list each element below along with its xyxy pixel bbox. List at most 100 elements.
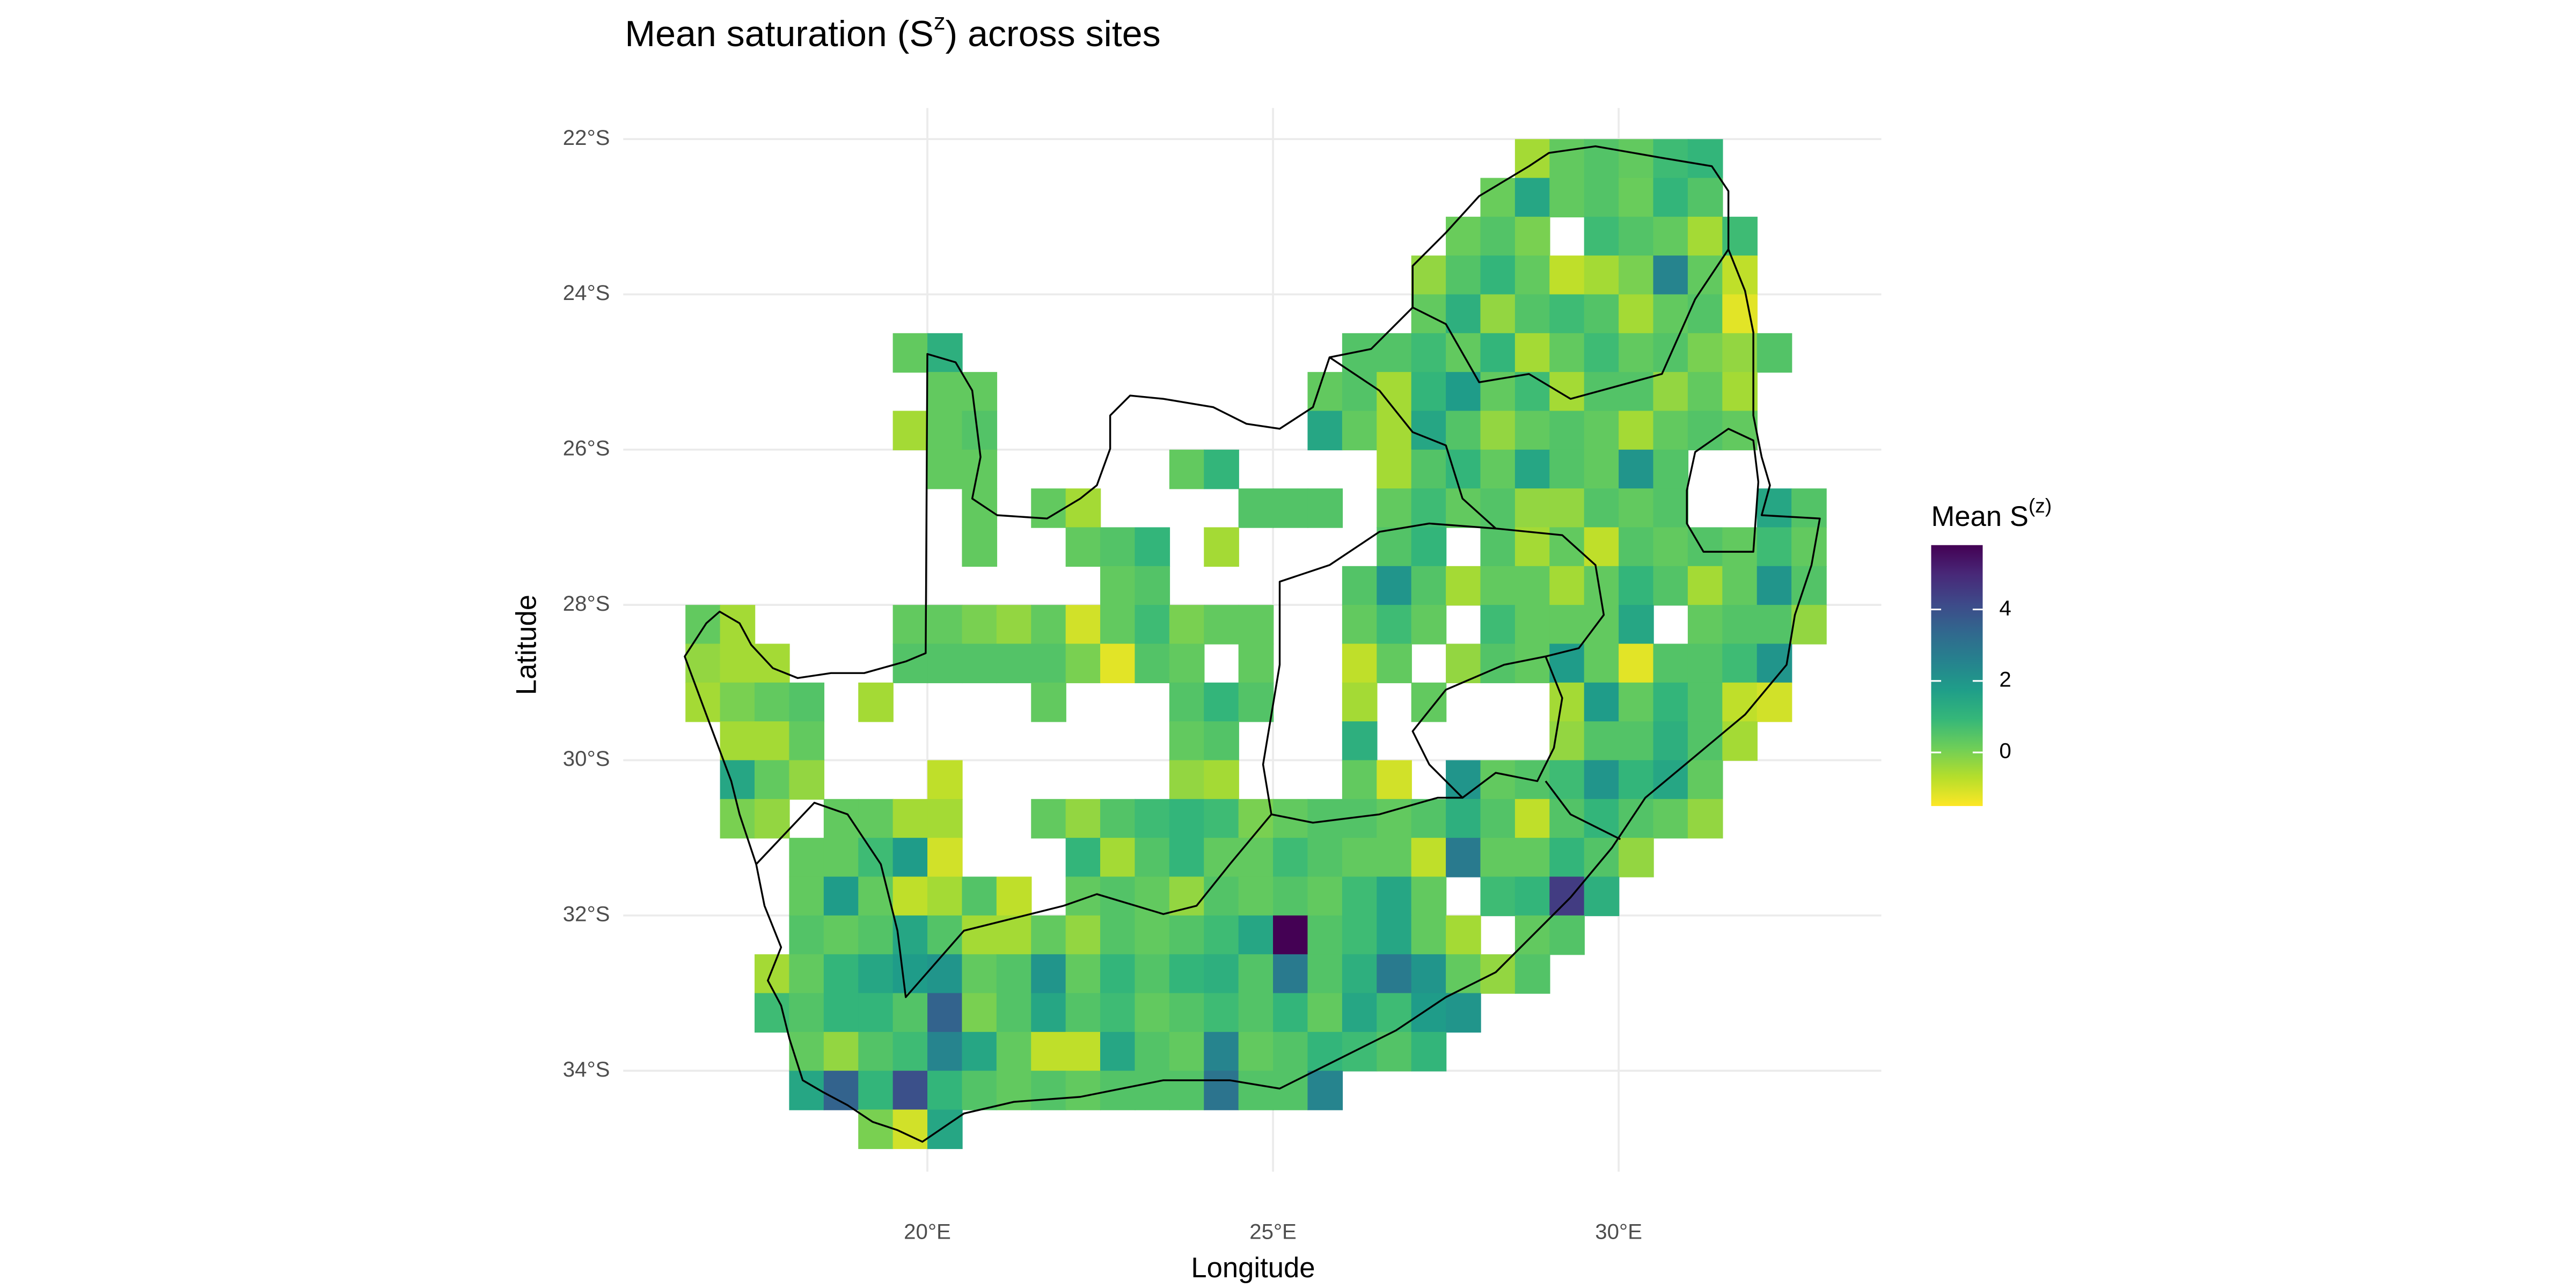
heatmap-cell — [1722, 411, 1758, 451]
heatmap-cell — [892, 954, 928, 994]
heatmap-cell — [892, 1031, 928, 1072]
heatmap-cell — [1722, 372, 1758, 412]
heatmap-cell — [1204, 838, 1239, 877]
heatmap-cell — [1549, 915, 1585, 955]
heatmap-cell — [1411, 993, 1447, 1033]
heatmap-cell — [755, 682, 790, 722]
heatmap-cell — [962, 488, 998, 528]
heatmap-cell — [1722, 255, 1758, 295]
heatmap-cell — [1169, 876, 1205, 917]
heatmap-cell — [892, 1109, 928, 1150]
heatmap-cell — [1031, 954, 1066, 994]
heatmap-cell — [823, 954, 859, 994]
heatmap-cell — [1722, 333, 1758, 373]
heatmap-cell — [1514, 488, 1550, 528]
heatmap-cell — [1342, 760, 1378, 800]
heatmap-cell — [1169, 682, 1205, 722]
heatmap-cell — [1342, 876, 1378, 917]
heatmap-cell — [1446, 799, 1481, 839]
heatmap-cell — [1446, 333, 1481, 373]
heatmap-cell — [1377, 605, 1412, 645]
heatmap-cell — [1135, 1031, 1170, 1072]
heatmap-cell — [1100, 838, 1136, 877]
heatmap-cell — [1169, 643, 1205, 684]
heatmap-cell — [1031, 993, 1066, 1033]
heatmap-cell — [1204, 954, 1239, 994]
heatmap-cell — [1687, 294, 1723, 334]
heatmap-cell — [685, 643, 721, 684]
heatmap-cell — [1273, 915, 1308, 955]
heatmap-cell — [858, 954, 894, 994]
heatmap-cell — [1377, 449, 1412, 489]
heatmap-cell — [1446, 411, 1481, 451]
heatmap-cell — [1687, 139, 1723, 179]
x-axis-title: Longitude — [1191, 1252, 1315, 1284]
heatmap-cell — [1446, 488, 1481, 528]
legend-title: Mean S(z) — [1931, 494, 2052, 532]
heatmap-cell — [858, 682, 894, 722]
heatmap-cell — [1377, 915, 1412, 955]
heatmap-cell — [1342, 838, 1378, 877]
heatmap-cell — [1446, 216, 1481, 257]
heatmap-cell — [1169, 1031, 1205, 1072]
colorbar-tick-label: 0 — [1999, 739, 2011, 763]
heatmap-cell — [1514, 449, 1550, 489]
heatmap-cell — [1687, 178, 1723, 218]
heatmap-cell — [1307, 1071, 1343, 1110]
heatmap-cell — [962, 876, 998, 917]
heatmap-cell — [1619, 799, 1654, 839]
heatmap-cell — [1619, 760, 1654, 800]
heatmap-cell — [1169, 915, 1205, 955]
heatmap-cell — [1653, 488, 1689, 528]
heatmap-cell — [1411, 1031, 1447, 1072]
heatmap-cell — [1238, 838, 1274, 877]
heatmap-cell — [927, 876, 963, 917]
heatmap-cell — [1238, 682, 1274, 722]
heatmap-cell — [1549, 411, 1585, 451]
heatmap-cell — [1549, 372, 1585, 412]
heatmap-cell — [789, 721, 825, 761]
heatmap-cell — [927, 760, 963, 800]
heatmap-cell — [1514, 643, 1550, 684]
heatmap-cell — [1065, 799, 1101, 839]
heatmap-cell — [1135, 605, 1170, 645]
heatmap-cell — [755, 721, 790, 761]
heatmap-cell — [1342, 954, 1378, 994]
heatmap-cell — [1480, 566, 1516, 606]
heatmap-cell — [1169, 954, 1205, 994]
heatmap-cell — [1377, 1031, 1412, 1072]
heatmap-cell — [892, 799, 928, 839]
heatmap-cell — [962, 993, 998, 1033]
heatmap-cell — [1584, 682, 1620, 722]
heatmap-cell — [1411, 333, 1447, 373]
heatmap-cell — [1446, 449, 1481, 489]
heatmap-cell — [1619, 178, 1654, 218]
heatmap-cell — [1135, 799, 1170, 839]
heatmap-cell — [892, 605, 928, 645]
heatmap-cell — [1480, 527, 1516, 567]
y-tick-label: 32°S — [563, 902, 610, 926]
heatmap-cell — [1514, 255, 1550, 295]
heatmap-cell — [962, 954, 998, 994]
heatmap-cell — [996, 954, 1032, 994]
heatmap-cell — [1480, 333, 1516, 373]
heatmap-cell — [1722, 527, 1758, 567]
heatmap-cell — [1619, 721, 1654, 761]
heatmap-cell — [1619, 488, 1654, 528]
heatmap-cell — [1307, 915, 1343, 955]
heatmap-cell — [927, 1109, 963, 1150]
heatmap-cell — [1135, 527, 1170, 567]
legend-title-text: Mean S — [1931, 501, 2028, 532]
heatmap-cell — [1584, 333, 1620, 373]
heatmap-cell — [1722, 605, 1758, 645]
heatmap-cell — [858, 1031, 894, 1072]
heatmap-cell — [1065, 1071, 1101, 1110]
heatmap-cell — [1411, 605, 1447, 645]
heatmap-cell — [1065, 527, 1101, 567]
heatmap-cell — [858, 993, 894, 1033]
heatmap-cell — [1446, 760, 1481, 800]
province-border — [755, 248, 1730, 998]
heatmap-cell — [1238, 1071, 1274, 1110]
heatmap-cell — [1342, 411, 1378, 451]
y-tick-label: 22°S — [563, 126, 610, 150]
